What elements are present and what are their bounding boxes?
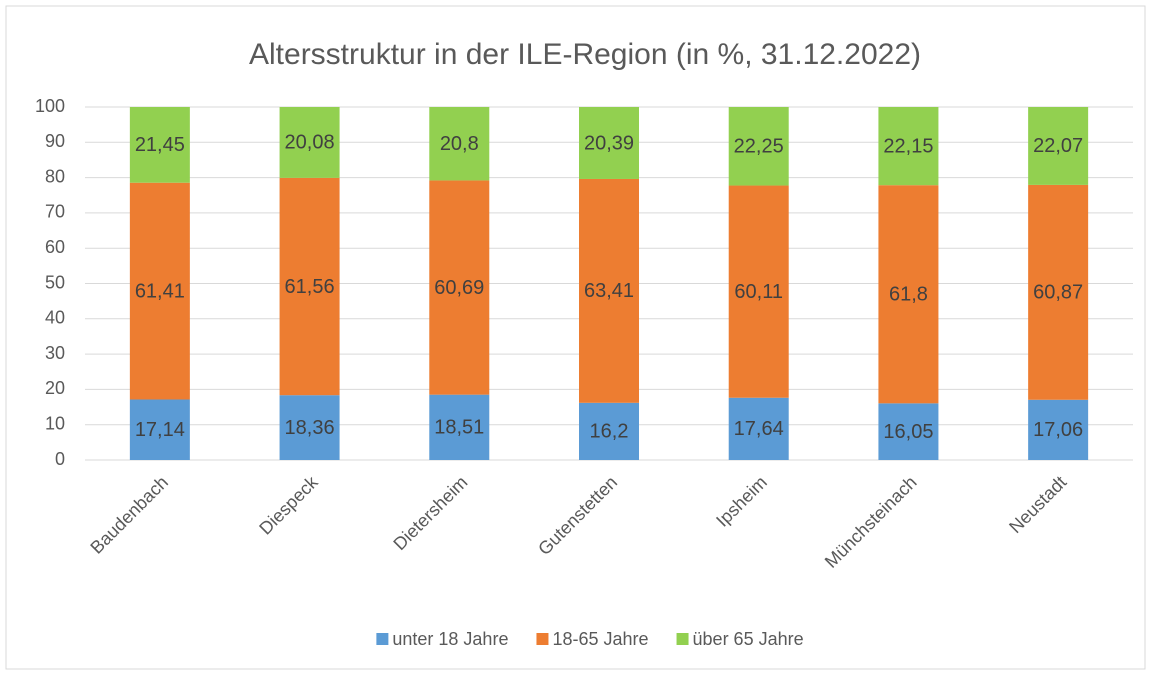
y-tick-label: 60 [45, 237, 65, 257]
data-label: 22,15 [883, 135, 933, 157]
data-label: 20,39 [584, 132, 634, 154]
bar-segment [1028, 399, 1089, 460]
legend-swatch [376, 633, 389, 645]
legend-label: 18-65 Jahre [552, 629, 648, 649]
legend-label: unter 18 Jahre [392, 629, 508, 649]
data-label: 61,8 [889, 284, 928, 306]
legend-swatch [536, 633, 549, 645]
y-tick-label: 40 [45, 308, 65, 328]
y-tick-label: 80 [45, 166, 65, 186]
bar-segment [878, 107, 939, 186]
data-label: 20,08 [285, 132, 335, 154]
chart-title: Altersstruktur in der ILE-Region (in %, … [249, 38, 921, 71]
data-label: 60,11 [734, 281, 783, 303]
bar-segment [1028, 184, 1089, 400]
bar-segment [579, 178, 639, 403]
data-label: 17,06 [1033, 419, 1083, 441]
legend-label: über 65 Jahre [693, 629, 804, 649]
legend-swatch [676, 633, 689, 645]
data-label: 60,87 [1033, 282, 1083, 304]
bar-segment [279, 177, 340, 396]
bar-segment [279, 395, 340, 460]
bar-segment [279, 107, 340, 178]
y-tick-label: 10 [45, 413, 65, 433]
data-label: 60,69 [434, 277, 484, 299]
data-label: 16,05 [883, 421, 933, 443]
chart-border [5, 5, 1146, 670]
bar-segment [579, 107, 639, 179]
y-tick-label: 0 [55, 449, 65, 469]
data-label: 21,45 [135, 134, 185, 156]
y-tick-label: 70 [45, 202, 65, 222]
data-label: 20,8 [440, 133, 479, 155]
y-tick-label: 100 [35, 96, 65, 116]
data-label: 17,14 [135, 419, 185, 441]
bar-segment [1028, 107, 1089, 185]
bar-segment [878, 403, 939, 460]
data-label: 63,41 [584, 280, 634, 302]
y-tick-label: 50 [45, 272, 65, 292]
data-label: 22,25 [734, 136, 784, 158]
bar-segment [728, 107, 789, 186]
bar-segment [579, 402, 639, 460]
bar-segment [728, 185, 789, 398]
bar-segment [429, 107, 490, 181]
y-tick-label: 90 [45, 131, 65, 151]
bar-segment [129, 399, 190, 460]
bar-segment [129, 107, 190, 183]
data-label: 17,64 [734, 418, 784, 440]
bar-segment [429, 180, 490, 395]
y-tick-label: 20 [45, 378, 65, 398]
data-label: 16,2 [590, 421, 629, 443]
data-label: 61,41 [135, 280, 185, 302]
data-label: 61,56 [285, 276, 335, 298]
data-label: 22,07 [1033, 135, 1083, 157]
bar-segment [129, 182, 190, 400]
y-tick-label: 30 [45, 343, 65, 363]
data-label: 18,51 [434, 417, 484, 439]
data-label: 18,36 [285, 417, 335, 439]
bar-segment [878, 185, 939, 404]
bar-segment [728, 397, 789, 460]
bar-segment [429, 394, 490, 460]
